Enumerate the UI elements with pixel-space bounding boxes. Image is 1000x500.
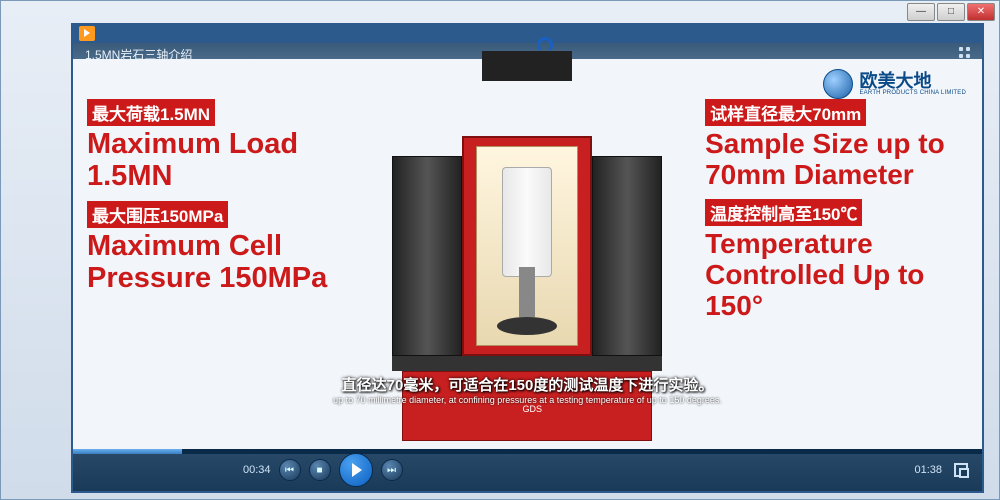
video-controlbar: 00:34 ⏮ ■ ⏭ 01:38 [73, 449, 982, 491]
close-button[interactable]: ✕ [967, 3, 995, 21]
fullscreen-button[interactable] [954, 463, 968, 477]
right-specs: 试样直径最大70mm Sample Size up to 70mm Diamet… [691, 99, 982, 449]
minimize-button[interactable]: — [907, 3, 935, 21]
content-grid: 最大荷载1.5MN Maximum Load 1.5MN 最大围压150MPa … [73, 99, 982, 449]
play-button[interactable] [339, 453, 373, 487]
video-area[interactable]: 1.5MN岩石三轴介绍 欧美大地 EARTH PRODUCTS CHINA LI… [73, 43, 982, 449]
gds-badge-base: GDS [522, 404, 542, 414]
time-current: 00:34 [243, 464, 271, 476]
spec-cn-sample: 试样直径最大70mm [705, 99, 866, 126]
video-title: 1.5MN岩石三轴介绍 [85, 46, 192, 63]
maximize-button[interactable]: □ [937, 3, 965, 21]
logo-text: 欧美大地 [859, 72, 966, 90]
spec-en-temp: Temperature Controlled Up to 150° [705, 228, 968, 322]
time-total: 01:38 [914, 464, 942, 476]
window-controls: — □ ✕ [907, 3, 995, 21]
app-window: — □ ✕ 1.5MN岩石三轴介绍 欧美大地 EARTH PRODUCTS CH… [0, 0, 1000, 500]
company-logo: 欧美大地 EARTH PRODUCTS CHINA LIMITED [823, 69, 966, 99]
stop-button[interactable]: ■ [309, 459, 331, 481]
prev-button[interactable]: ⏮ [279, 459, 301, 481]
grid-menu-icon[interactable] [959, 47, 970, 58]
spec-cn-load: 最大荷载1.5MN [87, 99, 215, 126]
next-button[interactable]: ⏭ [381, 459, 403, 481]
spec-cn-pressure: 最大围压150MPa [87, 201, 228, 228]
player-titlebar [73, 23, 982, 43]
progress-bar[interactable] [73, 449, 982, 454]
logo-subtext: EARTH PRODUCTS CHINA LIMITED [859, 90, 966, 96]
machine-render: GDS GDS [364, 99, 691, 449]
playing-indicator-icon [79, 26, 95, 41]
spec-en-sample: Sample Size up to 70mm Diameter [705, 128, 968, 191]
triaxial-machine-image: GDS GDS [382, 81, 672, 441]
spec-en-load: Maximum Load 1.5MN [87, 128, 350, 193]
globe-icon [823, 69, 853, 99]
spec-cn-temp: 温度控制高至150℃ [705, 199, 862, 226]
left-specs: 最大荷载1.5MN Maximum Load 1.5MN 最大围压150MPa … [73, 99, 364, 449]
video-player: 1.5MN岩石三轴介绍 欧美大地 EARTH PRODUCTS CHINA LI… [71, 23, 984, 493]
spec-en-pressure: Maximum Cell Pressure 150MPa [87, 230, 350, 295]
progress-fill [73, 449, 182, 454]
